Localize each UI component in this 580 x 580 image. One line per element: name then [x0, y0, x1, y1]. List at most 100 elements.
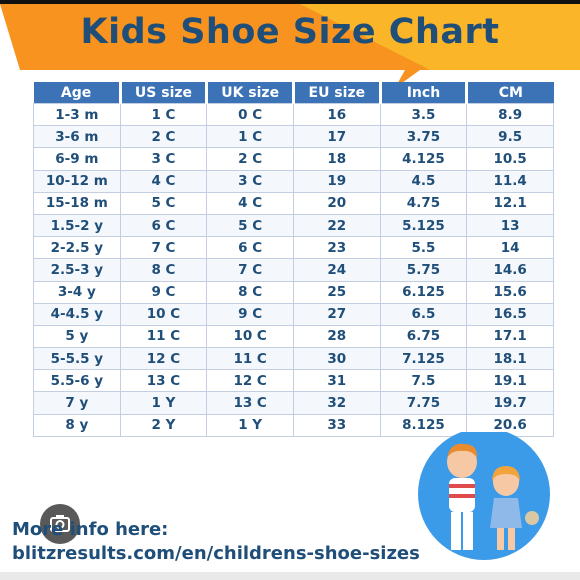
- table-cell: 7.75: [379, 391, 468, 415]
- table-cell: 5 y: [33, 324, 121, 349]
- table-cell: 11.4: [466, 169, 554, 193]
- table-cell: 33: [292, 413, 381, 437]
- table-cell: 1.5-2 y: [33, 213, 121, 238]
- table-cell: 8 y: [33, 413, 121, 437]
- table-cell: 14: [466, 236, 554, 260]
- table-cell: 1 Y: [206, 413, 294, 437]
- table-cell: 5.125: [379, 213, 468, 238]
- table-cell: 1-3 m: [33, 102, 121, 127]
- table-row: 5.5-6 y 13 C 12 C 31 7.5 19.1: [33, 369, 554, 393]
- table-cell: 24: [292, 258, 381, 282]
- table-cell: 19.1: [466, 369, 554, 393]
- table-cell: 7 C: [206, 258, 294, 282]
- table-cell: 3.5: [379, 102, 468, 127]
- column-header: UK size: [206, 82, 295, 104]
- table-cell: 6.5: [379, 302, 468, 326]
- column-header: EU size: [293, 82, 382, 104]
- title-banner: [0, 4, 580, 88]
- table-cell: 20: [292, 191, 381, 215]
- camera-icon[interactable]: [40, 504, 80, 544]
- table-cell: 6-9 m: [33, 147, 121, 171]
- table-cell: 13 C: [119, 369, 208, 393]
- table-cell: 7.125: [379, 347, 468, 371]
- table-cell: 10.5: [466, 147, 554, 171]
- column-header: Inch: [380, 82, 469, 104]
- table-cell: 2-2.5 y: [33, 236, 121, 260]
- table-cell: 6.75: [379, 324, 468, 349]
- table-cell: 4-4.5 y: [33, 302, 121, 326]
- table-cell: 15-18 m: [33, 191, 121, 215]
- table-cell: 5.5-6 y: [33, 369, 121, 393]
- table-header-row: Age US size UK size EU size Inch CM: [33, 82, 554, 104]
- column-header: US size: [120, 82, 209, 104]
- table-cell: 0 C: [206, 102, 294, 127]
- table-cell: 25: [292, 280, 381, 304]
- table-cell: 18.1: [466, 347, 554, 371]
- table-cell: 7.5: [379, 369, 468, 393]
- table-cell: 16: [292, 102, 381, 127]
- table-cell: 6 C: [119, 213, 208, 238]
- table-cell: 23: [292, 236, 381, 260]
- table-cell: 11 C: [119, 324, 208, 349]
- table-cell: 3-4 y: [33, 280, 121, 304]
- bottom-edge-bar: [0, 572, 580, 580]
- table-cell: 11 C: [206, 347, 294, 371]
- source-url[interactable]: blitzresults.com/en/childrens-shoe-sizes: [12, 543, 420, 564]
- table-cell: 17.1: [466, 324, 554, 349]
- table-cell: 16.5: [466, 302, 554, 326]
- top-edge-bar: [0, 0, 580, 4]
- table-cell: 5 C: [206, 213, 294, 238]
- table-cell: 8 C: [206, 280, 294, 304]
- table-cell: 9 C: [206, 302, 294, 326]
- table-cell: 22: [292, 213, 381, 238]
- table-cell: 18: [292, 147, 381, 171]
- table-cell: 30: [292, 347, 381, 371]
- table-row: 5 y 11 C 10 C 28 6.75 17.1: [33, 324, 554, 349]
- table-row: 5-5.5 y 12 C 11 C 30 7.125 18.1: [33, 347, 554, 371]
- table-cell: 6 C: [206, 236, 294, 260]
- table-cell: 6.125: [379, 280, 468, 304]
- table-cell: 13: [466, 213, 554, 238]
- table-cell: 1 Y: [119, 391, 208, 415]
- table-cell: 14.6: [466, 258, 554, 282]
- table-cell: 4.125: [379, 147, 468, 171]
- column-header: Age: [33, 82, 122, 104]
- table-cell: 10 C: [206, 324, 294, 349]
- table-cell: 13 C: [206, 391, 294, 415]
- table-cell: 7 y: [33, 391, 121, 415]
- table-cell: 8 C: [119, 258, 208, 282]
- table-cell: 2 Y: [119, 413, 208, 437]
- table-cell: 27: [292, 302, 381, 326]
- kids-illustration: [418, 432, 550, 560]
- page-title: Kids Shoe Size Chart: [80, 12, 500, 52]
- more-info-footer: More info here: blitzresults.com/en/chil…: [12, 518, 420, 566]
- table-cell: 28: [292, 324, 381, 349]
- table-cell: 8.125: [379, 413, 468, 437]
- table-cell: 2 C: [206, 147, 294, 171]
- more-info-label: More info here:: [12, 519, 169, 540]
- table-cell: 5 C: [119, 191, 208, 215]
- table-cell: 1 C: [206, 125, 294, 149]
- table-cell: 10 C: [119, 302, 208, 326]
- table-cell: 2 C: [119, 125, 208, 149]
- table-cell: 12 C: [206, 369, 294, 393]
- table-cell: 1 C: [119, 102, 208, 127]
- table-cell: 3 C: [206, 169, 294, 193]
- table-cell: 3 C: [119, 147, 208, 171]
- table-cell: 32: [292, 391, 381, 415]
- table-cell: 4.75: [379, 191, 468, 215]
- table-cell: 12 C: [119, 347, 208, 371]
- table-cell: 10-12 m: [33, 169, 121, 193]
- table-cell: 12.1: [466, 191, 554, 215]
- table-cell: 4 C: [206, 191, 294, 215]
- table-cell: 5-5.5 y: [33, 347, 121, 371]
